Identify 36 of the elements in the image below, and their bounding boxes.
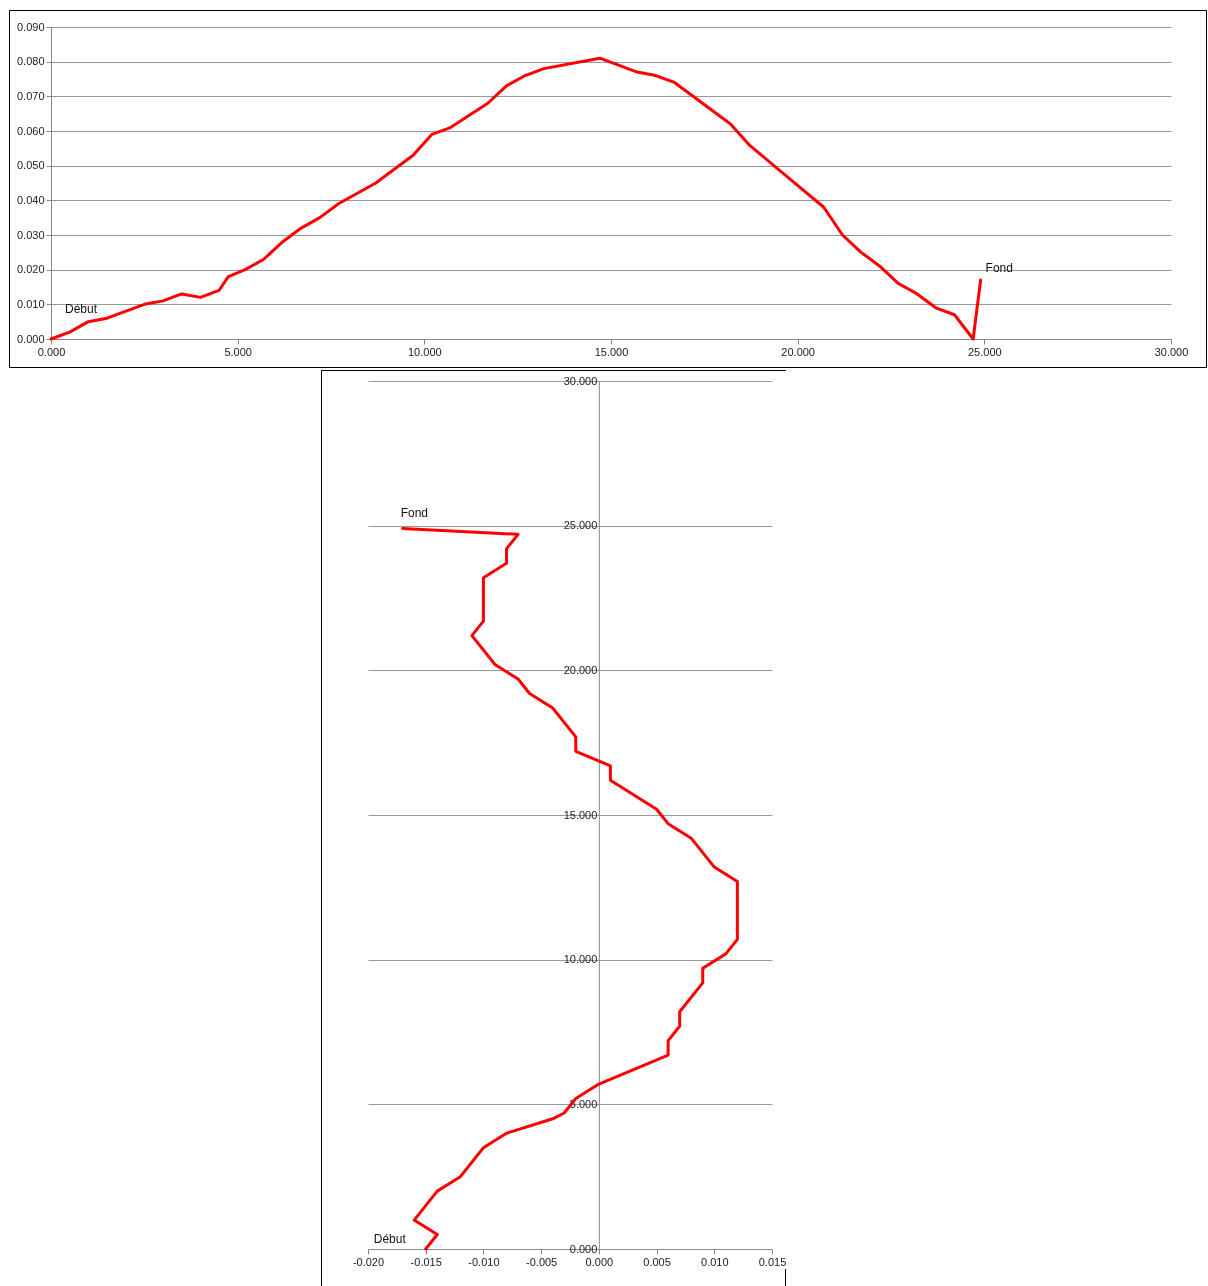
annotation: Début [373,1232,407,1246]
annotation: Fond [400,505,428,520]
y-tick-label: 10.000 [563,953,598,966]
x-tick-label: -0.010 [468,1255,500,1268]
x-tick-label: 0.005 [643,1255,671,1268]
annotation: Fond [985,261,1013,276]
x-tick-label: 5.000 [224,345,252,358]
y-tick-label: 25.000 [563,519,598,532]
y-tick-label: 0.050 [16,159,45,172]
x-tick-label: 0.015 [758,1255,787,1268]
y-tick-label: 0.020 [16,263,45,276]
y-tick-label: 0.040 [16,193,45,206]
x-tick-label: -0.015 [410,1255,442,1268]
y-tick-label: 0.030 [16,228,45,241]
y-tick-label: 0.080 [16,55,45,68]
x-tick-label: 10.000 [408,345,442,358]
x-tick-label: 0.000 [585,1255,614,1268]
annotation: Début [65,302,98,316]
x-tick-label: 20.000 [781,345,815,358]
x-tick-label: 25.000 [968,345,1002,358]
y-tick-label: 0.090 [16,20,45,33]
y-tick-label: 15.000 [563,808,598,821]
y-tick-label: 0.070 [16,89,45,102]
y-tick-label: 0.060 [16,124,45,137]
x-tick-label: 0.000 [37,345,66,358]
x-tick-label: -0.020 [352,1255,385,1268]
x-tick-label: -0.005 [526,1255,558,1268]
x-tick-label: 15.000 [594,345,629,358]
y-tick-label: 0.010 [16,297,45,310]
x-tick-label: 0.010 [701,1255,729,1268]
y-tick-label: 0.000 [16,332,45,345]
y-tick-label: 20.000 [563,663,598,676]
line-series [49,56,983,341]
y-tick-label: 0.000 [569,1242,598,1255]
x-tick-label: 30.000 [1154,345,1189,358]
y-tick-label: 30.000 [563,374,598,387]
